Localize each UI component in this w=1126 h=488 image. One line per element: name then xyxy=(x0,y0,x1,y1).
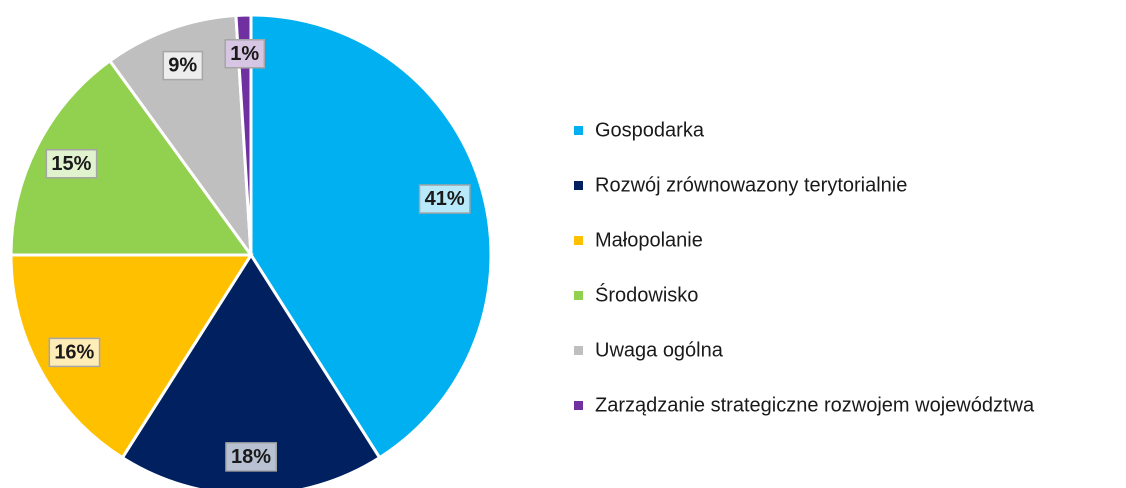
value-label-group: 9% xyxy=(162,50,204,81)
value-label-group: 41% xyxy=(418,184,471,214)
legend-swatch xyxy=(574,346,583,355)
legend-text: Zarządzanie strategiczne rozwojem wojewó… xyxy=(595,394,1035,416)
legend-swatch xyxy=(574,291,583,300)
value-label-box xyxy=(45,149,98,179)
value-label-group: 15% xyxy=(45,149,98,179)
pie-slice xyxy=(234,13,253,256)
value-label-group: 1% xyxy=(224,39,266,69)
pie-slice xyxy=(9,253,254,460)
value-label: 1% xyxy=(230,43,259,65)
value-label-box xyxy=(48,337,101,368)
legend-text: Małopolanie xyxy=(595,229,703,251)
value-label: 41% xyxy=(425,188,465,210)
value-label: 18% xyxy=(231,446,271,468)
legend-text: Środowisko xyxy=(595,282,698,306)
legend-swatch xyxy=(574,126,583,135)
value-label-box xyxy=(162,50,204,81)
pie-slice xyxy=(9,58,254,257)
legend-swatch xyxy=(574,236,583,245)
value-label: 9% xyxy=(168,55,197,77)
value-label-box xyxy=(224,39,266,69)
legend-text: Gospodarka xyxy=(595,119,705,141)
legend-text: Rozwój zrównowazony terytorialnie xyxy=(595,174,907,196)
pie-slice xyxy=(120,252,382,488)
value-label-group: 16% xyxy=(48,337,101,368)
legend-swatch xyxy=(574,401,583,410)
value-label: 16% xyxy=(54,341,94,363)
value-label: 15% xyxy=(51,153,91,175)
legend-swatch xyxy=(574,181,583,190)
pie-slice xyxy=(107,13,253,261)
value-label-box xyxy=(418,184,471,214)
value-label-group: 18% xyxy=(225,442,277,472)
legend-text: Uwaga ogólna xyxy=(595,339,724,361)
value-label-box xyxy=(225,442,277,472)
